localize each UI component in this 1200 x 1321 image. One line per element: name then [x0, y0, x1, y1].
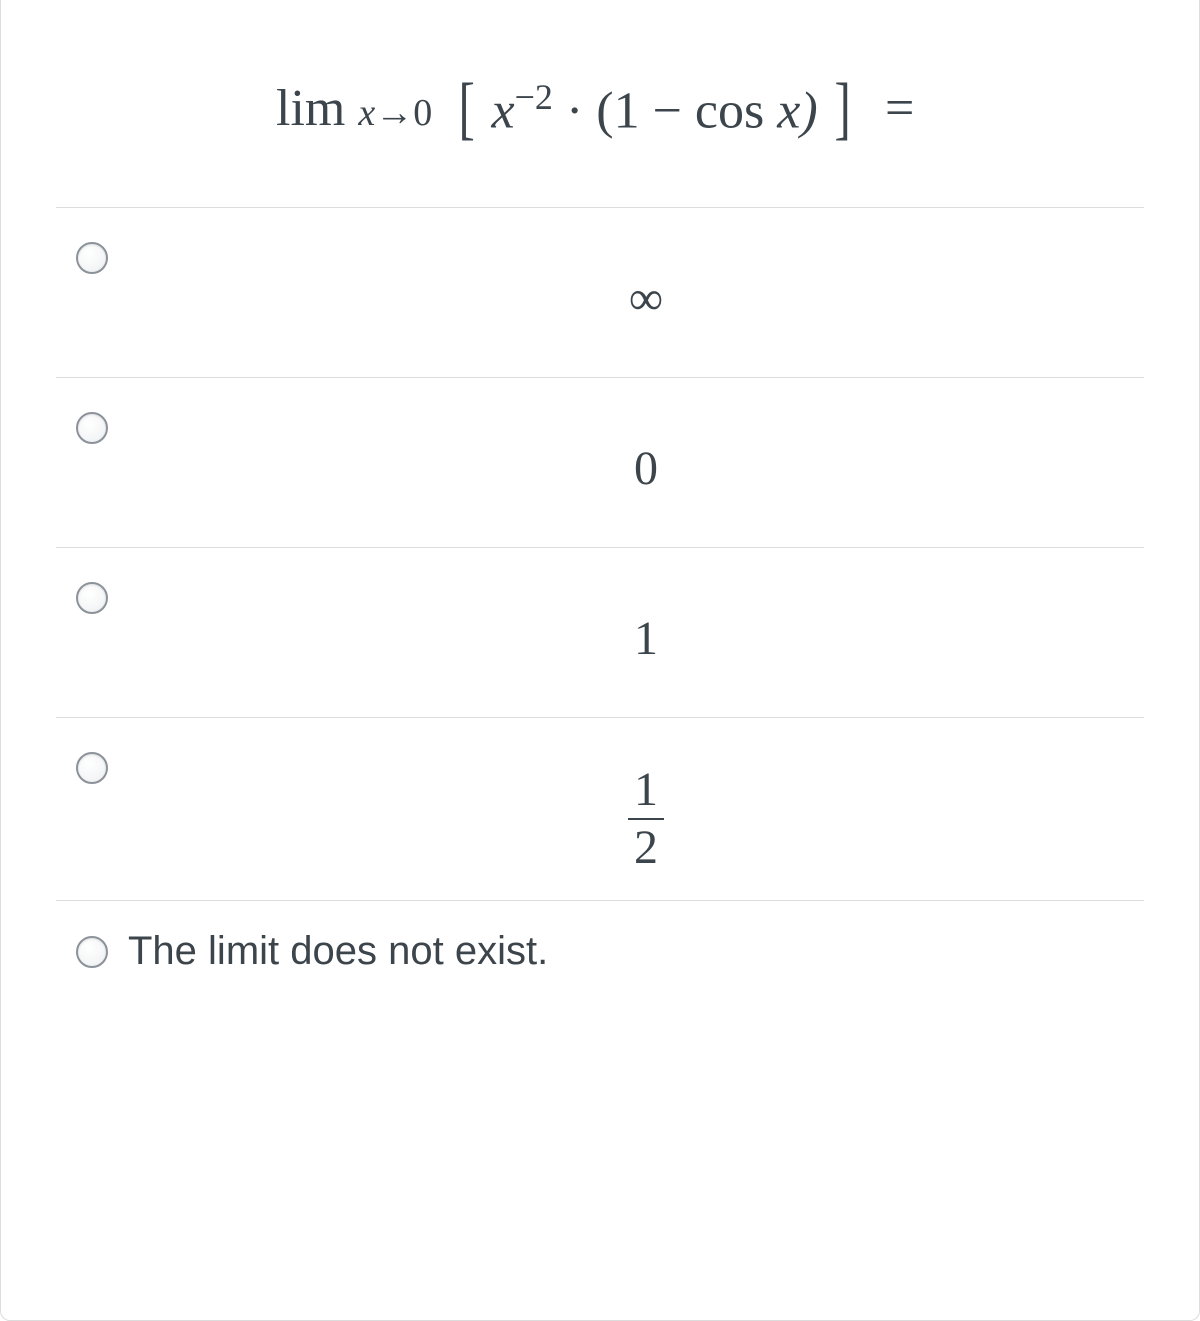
infinity-icon: ∞ — [629, 272, 663, 325]
exponent: −2 — [515, 77, 553, 117]
close-bracket: ] — [834, 70, 850, 147]
lim-subscript: x→0 — [358, 92, 432, 134]
option-a-label: ∞ — [148, 236, 1144, 326]
radio-a[interactable] — [76, 242, 108, 274]
cos-func: cos — [695, 82, 764, 139]
lim-var: x — [358, 92, 375, 134]
radio-d[interactable] — [76, 752, 108, 784]
fraction-numerator: 1 — [628, 766, 664, 818]
arrow-icon: → — [375, 92, 413, 134]
open-bracket: [ — [459, 70, 475, 147]
question-card: lim x→0 [ x−2 · (1 − cos x) ] = ∞ 0 — [0, 0, 1200, 1321]
paren-open: (1 − — [596, 82, 695, 139]
option-c-label: 1 — [148, 576, 1144, 666]
dot-operator: · — [566, 82, 583, 139]
option-e-label: The limit does not exist. — [128, 929, 1144, 974]
fraction-denominator: 2 — [628, 818, 664, 872]
radio-e[interactable] — [76, 936, 108, 968]
math-expression: lim x→0 [ x−2 · (1 − cos x) ] = — [276, 70, 914, 147]
lim-to: 0 — [413, 92, 432, 134]
option-b[interactable]: 0 — [56, 378, 1144, 548]
option-a[interactable]: ∞ — [56, 208, 1144, 378]
option-e[interactable]: The limit does not exist. — [56, 901, 1144, 1002]
radio-b[interactable] — [76, 412, 108, 444]
option-d[interactable]: 1 2 — [56, 718, 1144, 901]
options-list: ∞ 0 1 1 2 The limit does not exist. — [56, 207, 1144, 1002]
option-d-label: 1 2 — [148, 746, 1144, 872]
limit-operator: lim x→0 — [276, 80, 432, 137]
lim-label: lim — [276, 80, 345, 137]
option-c[interactable]: 1 — [56, 548, 1144, 718]
var-x-close: x) — [764, 82, 817, 139]
expression-body: x−2 · (1 − cos x) — [492, 78, 818, 140]
option-b-label: 0 — [148, 406, 1144, 496]
fraction-one-half: 1 2 — [628, 766, 664, 872]
question-expression: lim x→0 [ x−2 · (1 − cos x) ] = — [56, 0, 1144, 207]
radio-c[interactable] — [76, 582, 108, 614]
equals-sign: = — [885, 80, 914, 137]
var-x: x — [492, 82, 515, 139]
